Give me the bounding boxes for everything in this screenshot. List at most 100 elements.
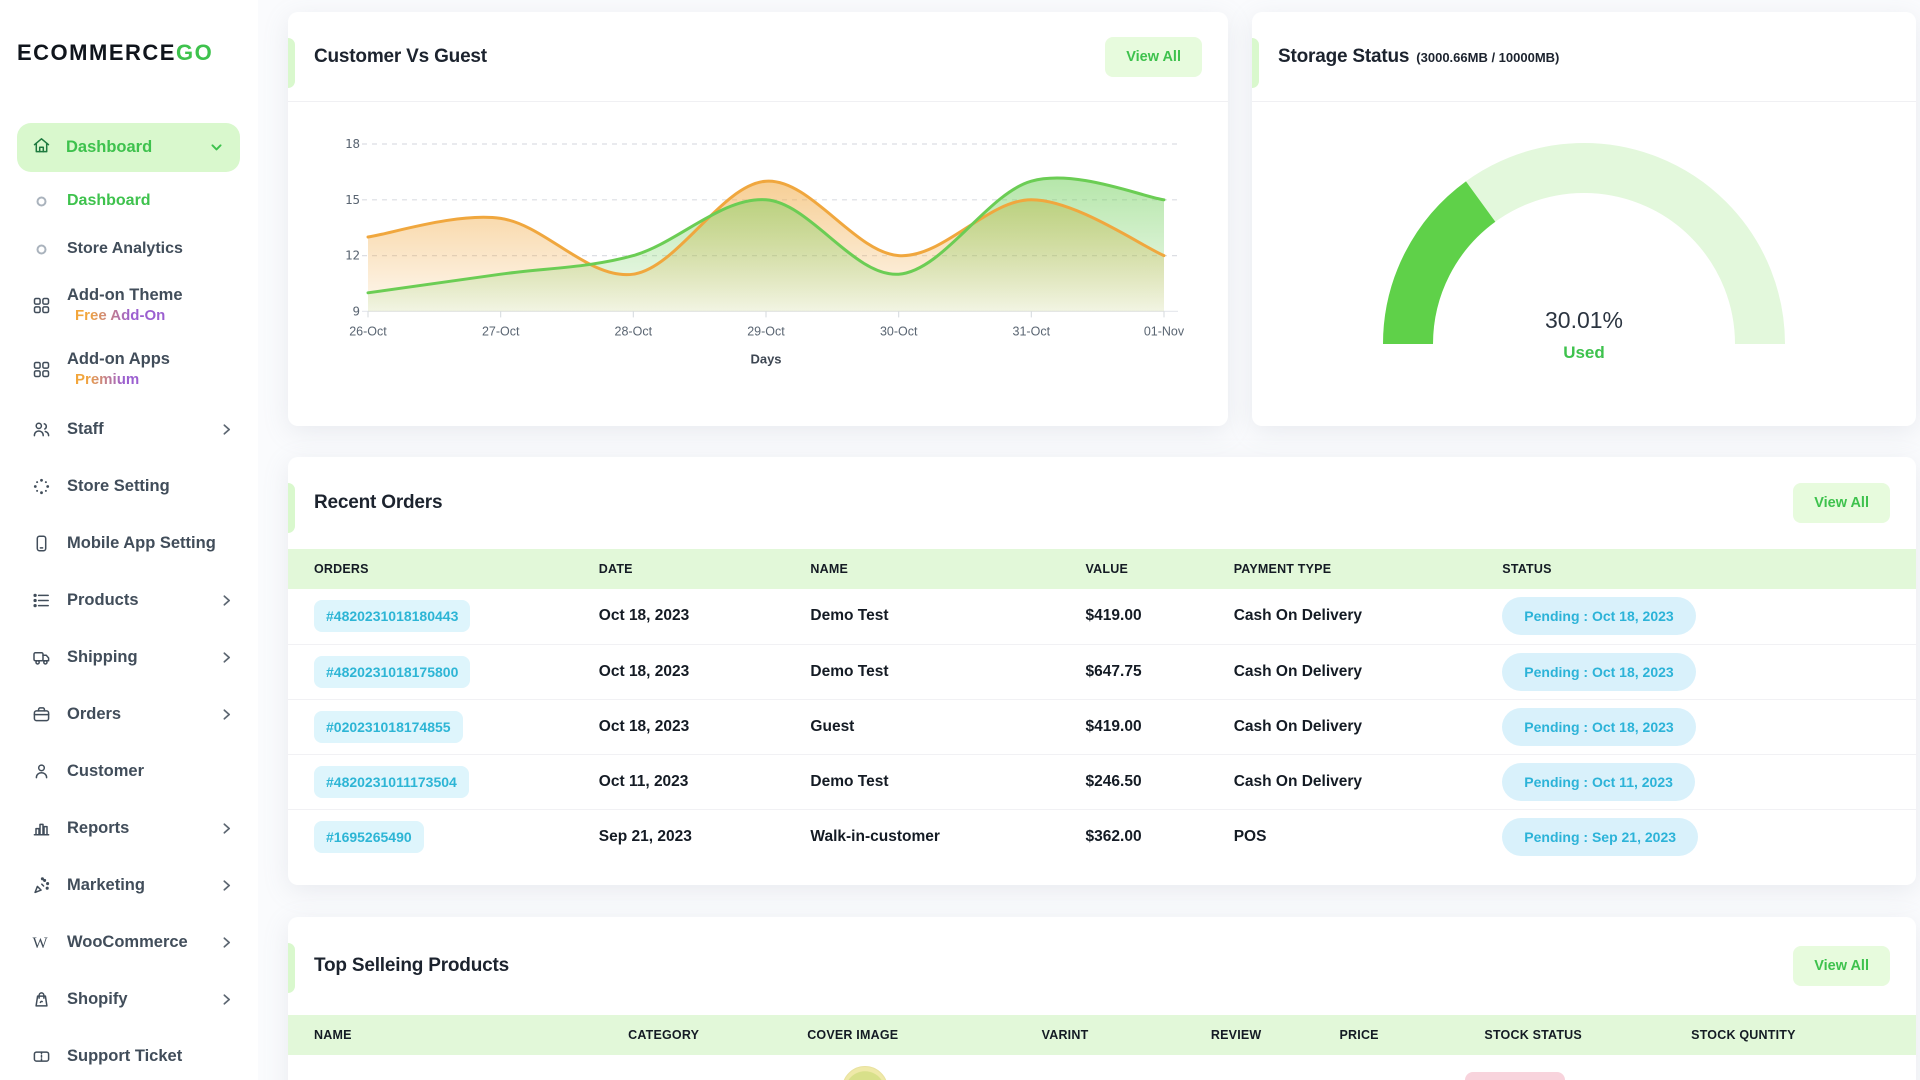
sidebar-item-store-analytics[interactable]: Store Analytics xyxy=(0,225,258,273)
order-date: Sep 21, 2023 xyxy=(598,827,692,845)
order-value: $647.75 xyxy=(1077,644,1226,700)
ring-icon xyxy=(30,196,52,207)
svg-text:29-Oct: 29-Oct xyxy=(747,324,785,338)
top-selling-products-card: Top Selleing Products View All NAME CATEG… xyxy=(288,917,1916,1080)
brand-accent: GO xyxy=(175,40,214,65)
order-id-link[interactable]: #020231018174855 xyxy=(314,710,463,743)
order-row: #1695265490 Sep 21, 2023 Walk-in-custome… xyxy=(288,809,1916,864)
products-column-header: REVIEW xyxy=(1202,1015,1332,1055)
sidebar: ECOMMERCEGO Dashboard Dashboard Store An… xyxy=(0,0,258,1080)
products-column-header: PRICE xyxy=(1331,1015,1477,1055)
chevron-right-icon xyxy=(219,935,234,950)
orders-column-header: DATE xyxy=(590,549,803,589)
sidebar-item-woocommerce[interactable]: W WooCommerce xyxy=(0,914,258,971)
view-all-button[interactable]: View All xyxy=(1105,36,1202,77)
orders-column-header: VALUE xyxy=(1077,549,1226,589)
storage-status-card: Storage Status (3000.66MB / 10000MB) 30.… xyxy=(1252,12,1916,426)
order-payment-type: Cash On Delivery xyxy=(1225,644,1495,700)
sidebar-item-label: Mobile App Setting xyxy=(67,534,216,552)
order-customer-name: Demo Test xyxy=(802,644,1078,700)
sidebar-item-sublabel: Premium xyxy=(67,371,170,388)
orders-column-header: STATUS xyxy=(1494,549,1916,589)
svg-text:01-Nov: 01-Nov xyxy=(1144,324,1185,338)
sidebar-item-marketing[interactable]: Marketing xyxy=(0,857,258,914)
sidebar-item-label: Shipping xyxy=(67,648,138,666)
sidebar-item-label: Staff xyxy=(67,420,104,438)
view-all-button[interactable]: View All xyxy=(1793,483,1890,523)
chevron-right-icon xyxy=(219,422,234,437)
svg-text:31-Oct: 31-Oct xyxy=(1013,324,1051,338)
svg-text:30-Oct: 30-Oct xyxy=(880,324,918,338)
sidebar-item-customer[interactable]: Customer xyxy=(0,743,258,800)
order-value: $419.00 xyxy=(1077,699,1226,755)
customer-vs-guest-chart: 18 15 12 9 26-Oct 27-Oct 28-Oct 29-Oct 30-Oct 31-… xyxy=(345,136,1185,366)
chevron-right-icon xyxy=(219,992,234,1007)
top-products-title: Top Selleing Products xyxy=(314,955,509,976)
sidebar-item-label: Marketing xyxy=(67,876,145,894)
sidebar-item-label: Add-on Apps xyxy=(67,350,170,368)
grid-icon xyxy=(30,359,52,380)
sidebar-item-reports[interactable]: Reports xyxy=(0,800,258,857)
order-customer-name: Demo Test xyxy=(802,754,1078,810)
order-id-link[interactable]: #4820231011173504 xyxy=(314,765,469,798)
customer-vs-guest-card: Customer Vs Guest View All 18 15 12 9 26-Oct… xyxy=(288,12,1228,426)
briefcase-icon xyxy=(30,704,52,725)
woocommerce-icon: W xyxy=(30,932,52,953)
sidebar-item-sublabel: Free Add-On xyxy=(67,307,183,324)
dots-circle-icon xyxy=(30,476,52,497)
home-icon xyxy=(31,135,52,161)
sidebar-item-label: Add-on Theme xyxy=(67,286,183,304)
sidebar-item-shipping[interactable]: Shipping xyxy=(0,629,258,686)
user-icon xyxy=(30,761,52,782)
sidebar-item-label: Dashboard xyxy=(67,192,151,209)
chevron-right-icon xyxy=(219,707,234,722)
sidebar-item-label: Shopify xyxy=(67,990,128,1008)
sidebar-item-staff[interactable]: Staff xyxy=(0,401,258,458)
storage-percent: 30.01% xyxy=(1544,307,1623,333)
svg-text:9: 9 xyxy=(352,303,360,318)
order-id-link[interactable]: #4820231018175800 xyxy=(314,655,471,688)
brand-logo[interactable]: ECOMMERCEGO xyxy=(17,40,213,66)
recent-orders-title: Recent Orders xyxy=(314,492,443,513)
recent-orders-table: ORDERS DATE NAME VALUE PAYMENT TYPE STATUS #4… xyxy=(288,549,1916,864)
sidebar-item-label: Dashboard xyxy=(66,138,153,156)
sidebar-item-store-setting[interactable]: Store Setting xyxy=(0,458,258,515)
view-all-button[interactable]: View All xyxy=(1793,946,1890,986)
confetti-icon xyxy=(30,875,52,896)
recent-orders-card: Recent Orders View All ORDERS DATE NAME VAL… xyxy=(288,457,1916,885)
svg-text:27-Oct: 27-Oct xyxy=(482,324,520,338)
sidebar-item-dashboard[interactable]: Dashboard xyxy=(17,123,240,172)
sidebar-item-dashboard-sub[interactable]: Dashboard xyxy=(0,177,258,225)
sidebar-item-addon-theme[interactable]: Add-on Theme Free Add-On xyxy=(0,273,258,337)
svg-text:28-Oct: 28-Oct xyxy=(615,324,653,338)
order-customer-name: Walk-in-customer xyxy=(810,827,940,845)
chevron-right-icon xyxy=(219,650,234,665)
storage-status-title: Storage Status xyxy=(1278,45,1410,67)
order-id-link[interactable]: #4820231018180443 xyxy=(314,600,471,633)
sidebar-item-orders[interactable]: Orders xyxy=(0,686,258,743)
sidebar-item-label: Customer xyxy=(67,762,145,780)
ring-icon xyxy=(30,244,52,255)
order-value: $362.00 xyxy=(1085,827,1142,845)
order-row: #020231018174855 Oct 18, 2023 Guest $419… xyxy=(288,699,1916,755)
customer-vs-guest-title: Customer Vs Guest xyxy=(314,45,487,67)
sidebar-item-shopify[interactable]: Shopify xyxy=(0,971,258,1028)
order-id-link[interactable]: #1695265490 xyxy=(314,820,424,853)
svg-text:18: 18 xyxy=(345,136,360,151)
svg-text:15: 15 xyxy=(345,192,360,207)
stock-status-badge xyxy=(1465,1072,1565,1080)
chevron-right-icon xyxy=(219,878,234,893)
card-accent-bar xyxy=(288,38,295,88)
sidebar-item-label: Reports xyxy=(67,819,130,837)
sidebar-item-support-ticket[interactable]: Support Ticket xyxy=(0,1028,258,1080)
orders-column-header: PAYMENT TYPE xyxy=(1225,549,1495,589)
orders-column-header: ORDERS xyxy=(288,549,591,589)
sidebar-item-products[interactable]: Products xyxy=(0,572,258,629)
order-date: Oct 18, 2023 xyxy=(590,644,803,700)
products-column-header: STOCK STATUS xyxy=(1476,1015,1684,1055)
sidebar-item-addon-apps[interactable]: Add-on Apps Premium xyxy=(0,337,258,401)
order-payment-type: Cash On Delivery xyxy=(1225,589,1495,645)
chevron-right-icon xyxy=(219,593,234,608)
ticket-icon xyxy=(30,1046,52,1067)
sidebar-item-mobile-app-setting[interactable]: Mobile App Setting xyxy=(0,515,258,572)
